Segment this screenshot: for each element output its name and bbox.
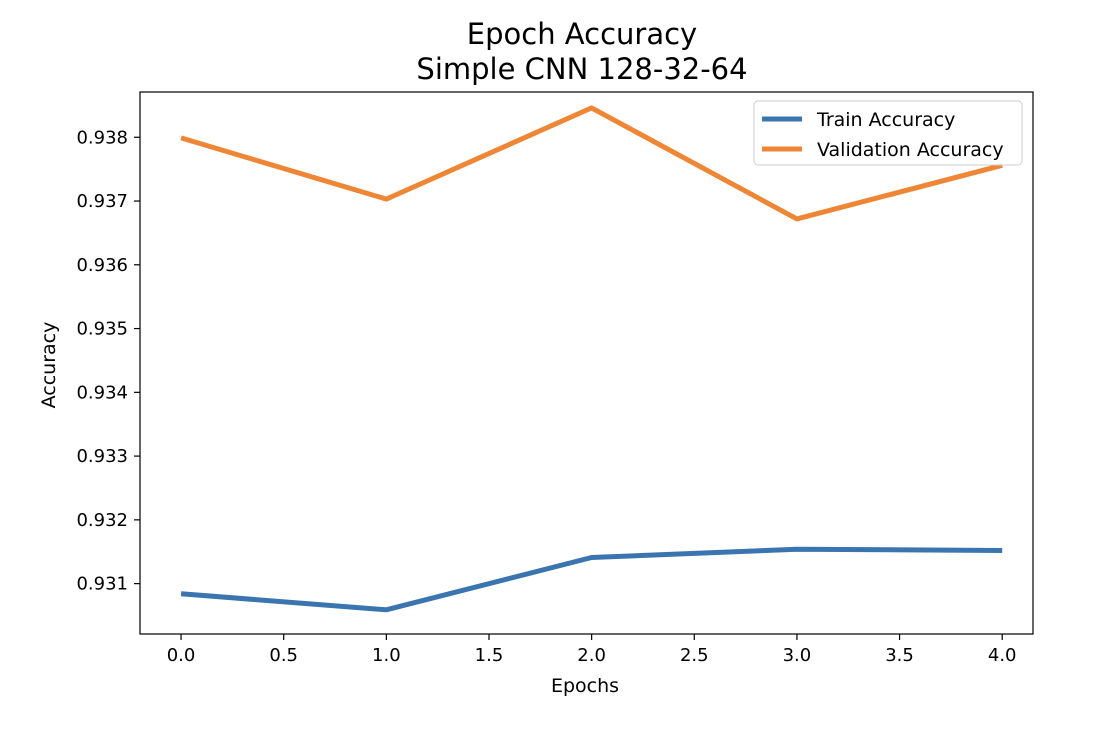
x-axis-label: Epochs [551,675,619,697]
x-tick-label: 3.5 [885,645,914,666]
series-line-1 [180,105,1003,222]
x-tick-label: 2.0 [577,645,606,666]
legend: Train Accuracy Validation Accuracy [753,100,1023,166]
x-tick-label: 1.5 [475,645,504,666]
axes-frame [139,91,1034,635]
series-line-0 [180,546,1003,613]
y-tick-label: 0.932 [76,510,128,531]
x-tick-label: 3.0 [783,645,812,666]
x-tick-label: 2.5 [680,645,709,666]
x-tick-label: 4.0 [988,645,1017,666]
y-tick-label: 0.936 [76,255,128,276]
x-axis: 0.0 0.5 1.0 1.5 2.0 2.5 3.0 3.5 4.0 [167,634,1017,666]
y-tick-label: 0.931 [76,574,128,595]
chart-subtitle: Simple CNN 128-32-64 [416,52,747,86]
y-tick-label: 0.933 [76,446,128,467]
y-tick-label: 0.937 [76,191,128,212]
y-tick-label: 0.938 [76,127,128,148]
legend-label-1: Validation Accuracy [817,139,1004,161]
y-tick-label: 0.934 [76,382,128,403]
y-axis-label: Accuracy [38,322,60,409]
chart-title: Epoch Accuracy [467,17,697,51]
plot-area [139,91,1034,635]
x-tick-label: 1.0 [372,645,401,666]
x-tick-label: 0.5 [269,645,298,666]
legend-label-0: Train Accuracy [816,109,955,131]
y-tick-label: 0.935 [76,319,128,340]
legend-box [753,100,1023,166]
x-tick-label: 0.0 [167,645,196,666]
y-axis: 0.931 0.932 0.933 0.934 0.935 0.936 0.937 0.938 [76,127,140,595]
